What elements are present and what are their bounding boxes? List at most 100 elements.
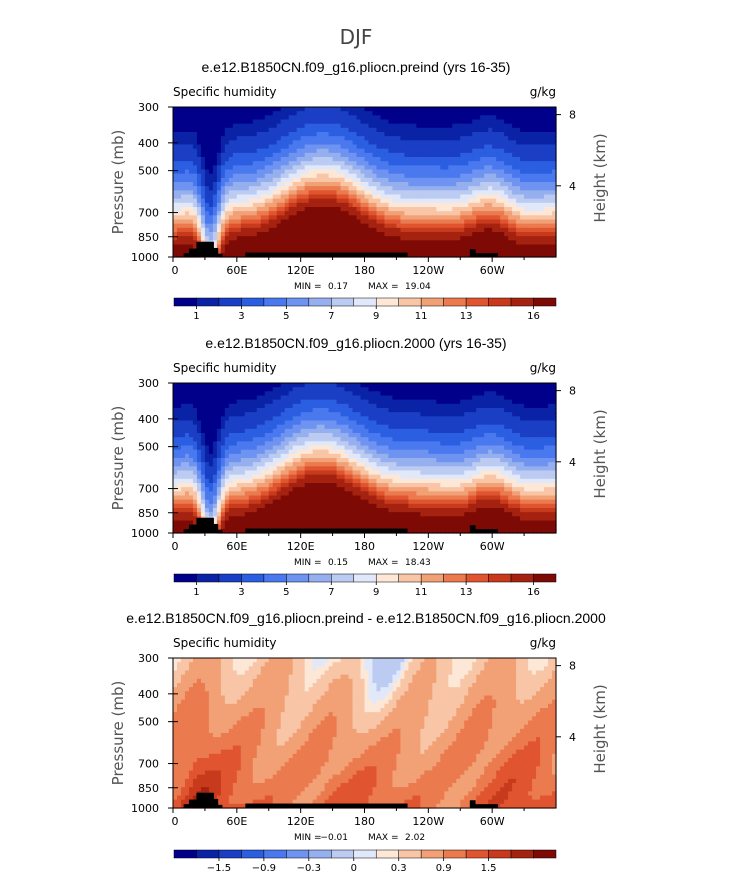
contour-cell	[208, 190, 214, 196]
contour-cell	[448, 244, 453, 250]
topography-block	[337, 252, 340, 257]
contour-cell	[356, 227, 362, 233]
contour-cell	[180, 194, 186, 200]
contour-cell	[192, 383, 198, 388]
contour-cell	[360, 182, 366, 187]
contour-cell	[376, 182, 382, 187]
contour-cell	[344, 107, 350, 112]
contour-cell	[336, 148, 342, 154]
contour-cell	[520, 140, 525, 146]
topography-block	[313, 252, 315, 257]
contour-cell	[500, 198, 505, 204]
contour-cell	[308, 190, 314, 196]
contour-cell	[384, 152, 390, 158]
topography-block	[366, 252, 369, 257]
contour-cell	[524, 428, 529, 434]
contour-cell	[356, 244, 362, 250]
contour-cell	[320, 219, 326, 225]
contour-cell	[480, 152, 485, 158]
contour-cell	[524, 127, 529, 133]
contour-cell	[176, 420, 182, 426]
contour-cell	[460, 236, 465, 241]
contour-cell	[516, 182, 521, 187]
contour-cell	[548, 136, 553, 141]
contour-cell	[188, 177, 194, 183]
colorbar-label: 7	[328, 311, 334, 322]
contour-cell	[376, 136, 382, 141]
contour-cell	[460, 244, 465, 250]
contour-cell	[244, 240, 250, 246]
contour-cell	[512, 165, 517, 171]
contour-cell	[480, 420, 485, 426]
contour-cell	[396, 433, 402, 438]
contour-cell	[336, 236, 342, 241]
contour-cell	[528, 232, 533, 237]
contour-cell	[372, 194, 378, 200]
contour-cell	[552, 244, 557, 250]
contour-cell	[384, 387, 390, 392]
contour-cell	[304, 111, 310, 116]
contour-cell	[428, 248, 433, 254]
contour-cell	[348, 395, 354, 401]
contour-cell	[464, 391, 469, 397]
contour-cell	[248, 123, 254, 129]
contour-cell	[388, 424, 394, 430]
contour-cell	[316, 169, 322, 175]
contour-cell	[284, 202, 290, 208]
contour-cell	[380, 107, 386, 112]
contour-cell	[240, 157, 246, 162]
contour-cell	[248, 219, 254, 225]
contour-cell	[536, 207, 541, 212]
contour-cell	[276, 232, 282, 237]
contour-cell	[420, 236, 425, 241]
contour-cell	[416, 232, 421, 237]
contour-cell	[548, 202, 553, 208]
contour-cell	[504, 207, 509, 212]
contour-cell	[348, 420, 354, 426]
contour-cell	[364, 157, 370, 162]
contour-cell	[192, 236, 198, 241]
contour-cell	[320, 202, 326, 208]
contour-cell	[416, 161, 421, 166]
contour-cell	[472, 215, 477, 221]
contour-cell	[552, 248, 557, 254]
contour-cell	[272, 107, 278, 112]
contour-cell	[440, 161, 445, 166]
contour-cell	[544, 152, 549, 158]
contour-cell	[416, 182, 421, 187]
contour-cell	[288, 144, 294, 150]
contour-cell	[548, 252, 553, 258]
contour-cell	[180, 395, 186, 401]
contour-cell	[284, 227, 290, 233]
contour-cell	[440, 136, 445, 141]
contour-cell	[504, 412, 509, 417]
contour-cell	[220, 157, 226, 162]
contour-cell	[480, 248, 485, 254]
contour-cell	[356, 395, 362, 401]
contour-cell	[248, 424, 254, 430]
contour-cell	[532, 391, 537, 397]
contour-cell	[524, 152, 529, 158]
contour-cell	[532, 169, 537, 175]
contour-cell	[396, 115, 402, 121]
topography-block	[331, 252, 334, 257]
contour-cell	[284, 132, 290, 137]
contour-cell	[440, 387, 445, 392]
contour-cell	[392, 403, 398, 409]
contour-cell	[360, 173, 366, 179]
contour-cell	[468, 416, 473, 422]
contour-cell	[464, 136, 469, 141]
contour-cell	[173, 144, 178, 150]
contour-cell	[484, 215, 489, 221]
contour-cell	[196, 190, 202, 196]
contour-cell	[308, 399, 314, 405]
contour-cell	[400, 416, 405, 422]
contour-cell	[192, 223, 198, 229]
contour-cell	[440, 416, 445, 422]
contour-cell	[412, 177, 417, 183]
contour-cell	[444, 194, 449, 200]
contour-cell	[212, 132, 218, 137]
contour-cell	[212, 395, 218, 401]
contour-cell	[424, 144, 429, 150]
contour-cell	[356, 399, 362, 405]
